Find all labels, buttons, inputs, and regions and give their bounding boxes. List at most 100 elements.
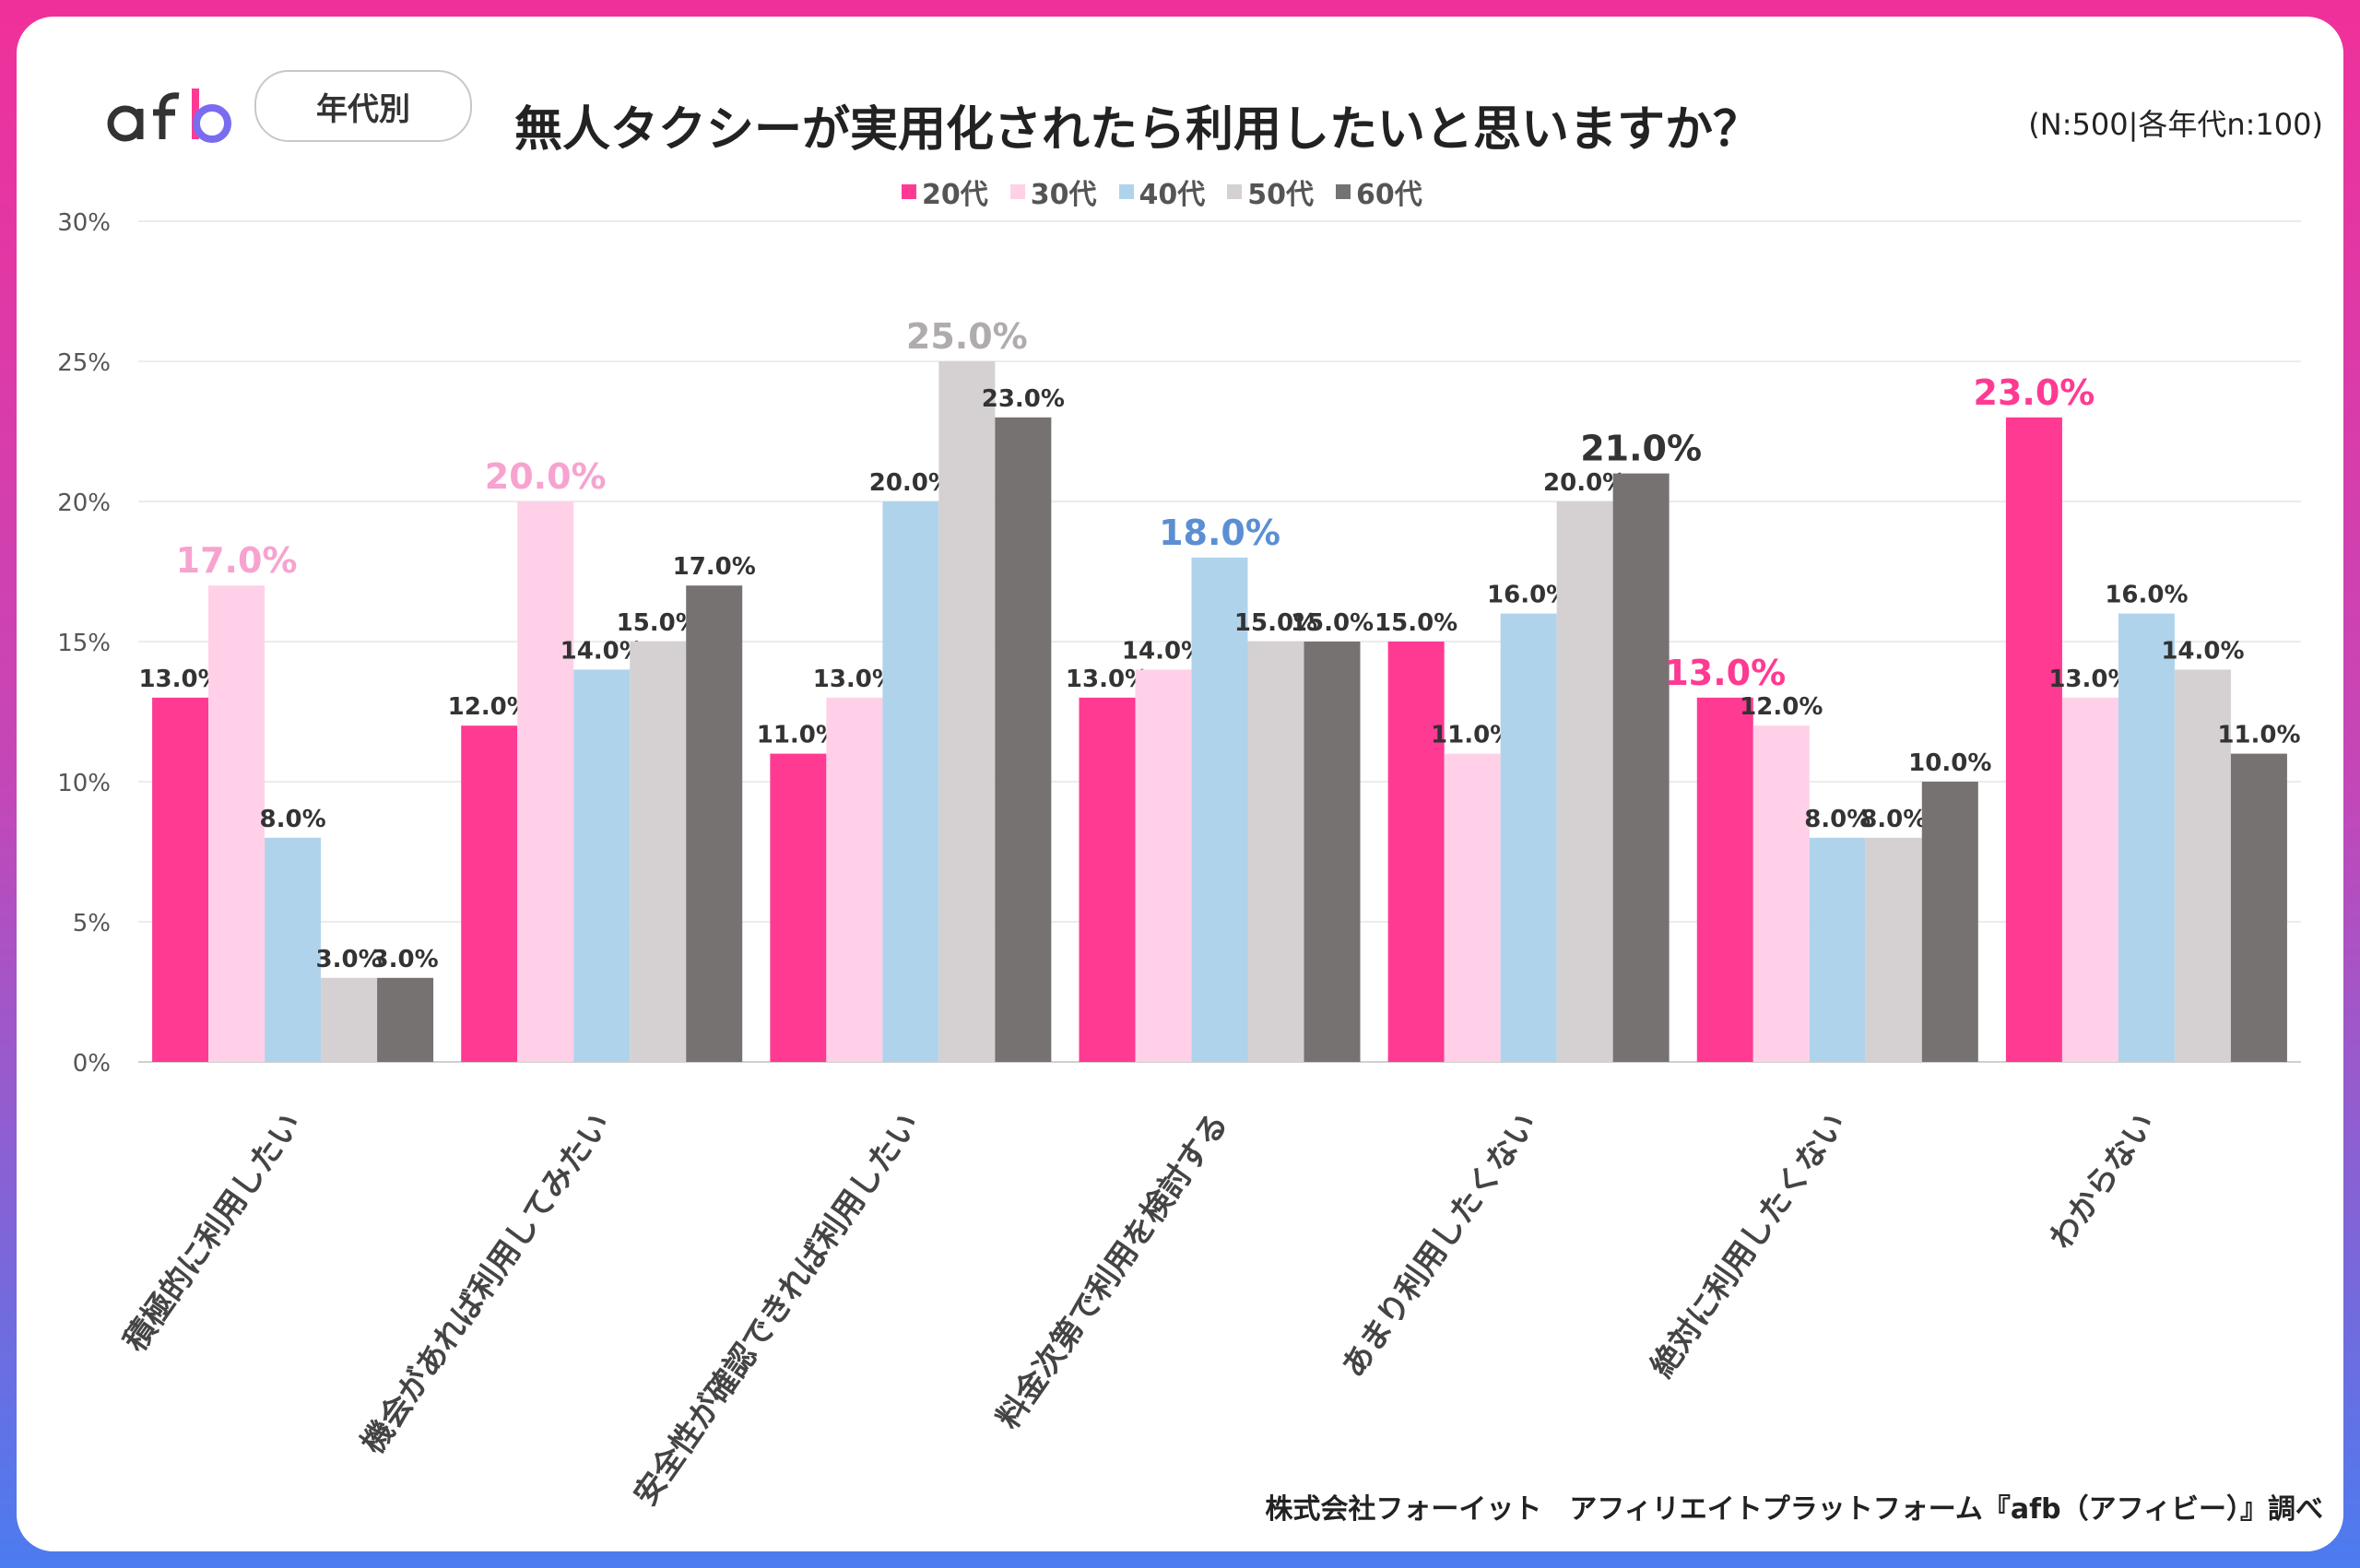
legend-swatch xyxy=(1227,184,1243,199)
data-label: 11.0% xyxy=(1431,722,1514,749)
legend-swatch xyxy=(902,184,916,199)
bar xyxy=(882,501,939,1062)
data-label: 15.0% xyxy=(617,609,700,637)
bar xyxy=(2061,697,2118,1062)
bar xyxy=(1247,642,1304,1062)
bar xyxy=(2005,417,2062,1062)
bar xyxy=(938,361,996,1062)
y-tick-label: 15% xyxy=(57,630,111,657)
page-title: 無人タクシーが実用化されたら利用したいと思いますか？ xyxy=(514,102,1762,158)
bar xyxy=(377,977,434,1062)
x-tick-label: 絶対に利用したくない xyxy=(1644,1106,1854,1384)
bar xyxy=(1752,725,1810,1062)
y-tick-label: 30% xyxy=(57,209,111,237)
data-label: 25.0% xyxy=(906,316,1028,357)
bar xyxy=(1921,782,1978,1062)
bar xyxy=(461,725,518,1062)
legend-label: 50代 xyxy=(1247,179,1314,211)
y-tick-label: 5% xyxy=(73,910,111,937)
data-label: 15.0% xyxy=(1234,609,1317,637)
data-label: 11.0% xyxy=(2217,722,2300,749)
data-label: 13.0% xyxy=(2048,666,2131,693)
data-label: 12.0% xyxy=(1740,693,1823,721)
bar xyxy=(517,501,574,1062)
bar xyxy=(1135,669,1192,1062)
data-label: 3.0% xyxy=(316,946,383,973)
legend-item-1: 30代 xyxy=(1009,171,1097,212)
x-tick-label: 機会があれば利用してみたい xyxy=(354,1106,618,1460)
bar xyxy=(1387,642,1445,1062)
data-label: 16.0% xyxy=(2105,582,2188,609)
bar xyxy=(1865,837,1922,1062)
data-label: 12.0% xyxy=(448,693,531,721)
legend-item-4: 60代 xyxy=(1336,171,1422,212)
x-tick-label: 安全性が確認できれば利用したい xyxy=(627,1106,926,1513)
data-label: 23.0% xyxy=(982,385,1065,413)
bar xyxy=(2118,613,2175,1062)
legend-label: 20代 xyxy=(922,179,988,211)
legend: 20代 30代 40代 50代 60代 xyxy=(902,171,1422,212)
y-tick-label: 10% xyxy=(57,770,111,797)
bar xyxy=(1500,613,1557,1062)
data-label: 16.0% xyxy=(1487,582,1570,609)
y-tick-label: 25% xyxy=(57,349,111,377)
bar xyxy=(1079,697,1136,1062)
bar xyxy=(770,753,827,1062)
bar xyxy=(826,697,883,1062)
bar xyxy=(1696,697,1753,1062)
data-label: 3.0% xyxy=(372,946,439,973)
data-label: 14.0% xyxy=(560,637,643,665)
y-tick-label: 0% xyxy=(73,1050,111,1078)
bar xyxy=(630,642,687,1062)
legend-item-0: 20代 xyxy=(902,171,988,212)
age-group-badge: 年代別 xyxy=(254,70,472,142)
data-label: 15.0% xyxy=(1375,609,1457,637)
data-label: 15.0% xyxy=(1291,609,1374,637)
bar xyxy=(208,585,266,1062)
data-label: 14.0% xyxy=(2161,637,2244,665)
data-label: 20.0% xyxy=(485,456,607,497)
data-label: 8.0% xyxy=(260,806,326,833)
legend-label: 30代 xyxy=(1030,179,1097,211)
legend-item-3: 50代 xyxy=(1227,171,1314,212)
x-tick-label: あまり利用したくない xyxy=(1335,1106,1545,1384)
bar xyxy=(686,585,743,1062)
data-label: 17.0% xyxy=(176,540,298,581)
afb-logo xyxy=(107,88,231,143)
data-label: 20.0% xyxy=(869,469,952,497)
sample-size-note: (N:500|各年代n:100) xyxy=(2028,107,2323,142)
legend-label: 40代 xyxy=(1139,179,1206,211)
source-credit: 株式会社フォーイット アフィリエイトプラットフォーム『afb（アフィビー）』調べ xyxy=(1265,1493,2323,1526)
bar xyxy=(1191,557,1248,1062)
bar xyxy=(2230,753,2287,1062)
x-tick-label: 積極的に利用したい xyxy=(117,1106,309,1359)
bar xyxy=(1556,501,1613,1062)
legend-swatch xyxy=(1009,184,1025,199)
bar xyxy=(1612,473,1670,1062)
data-label: 13.0% xyxy=(138,666,221,693)
chart-card: 年代別 無人タクシーが実用化されたら利用したいと思いますか？ (N:500|各年… xyxy=(17,17,2343,1551)
legend-swatch xyxy=(1336,184,1351,199)
data-label: 17.0% xyxy=(673,553,756,581)
data-label: 8.0% xyxy=(1804,806,1870,833)
data-label: 13.0% xyxy=(813,666,896,693)
bar xyxy=(1304,642,1361,1062)
data-label: 13.0% xyxy=(1066,666,1149,693)
bar xyxy=(1809,837,1866,1062)
bar xyxy=(1444,753,1501,1062)
data-label: 23.0% xyxy=(1974,372,2095,413)
data-label: 21.0% xyxy=(1580,429,1702,469)
x-tick-label: わからない xyxy=(2043,1106,2163,1256)
data-label: 14.0% xyxy=(1122,637,1205,665)
legend-swatch xyxy=(1118,184,1134,199)
bar-chart: 0% 5% 10% 15% 20% 25% 30% 13.0% 17.0% 8.0% 3.0%3.0… xyxy=(57,209,2301,1513)
y-tick-label: 20% xyxy=(57,489,111,517)
data-label: 18.0% xyxy=(1159,513,1280,553)
data-label: 13.0% xyxy=(1664,653,1786,693)
data-label: 10.0% xyxy=(1908,749,1991,777)
bar xyxy=(995,417,1052,1062)
data-label: 20.0% xyxy=(1543,469,1626,497)
data-label: 11.0% xyxy=(757,722,840,749)
legend-item-2: 40代 xyxy=(1118,171,1206,212)
bar xyxy=(321,977,378,1062)
